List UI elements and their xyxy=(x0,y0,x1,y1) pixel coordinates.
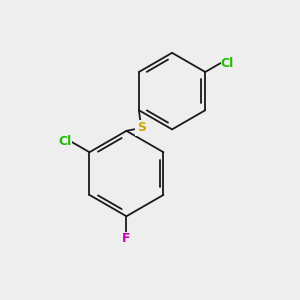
Text: Cl: Cl xyxy=(220,57,234,70)
Text: Cl: Cl xyxy=(58,135,72,148)
Text: S: S xyxy=(137,122,146,134)
Text: F: F xyxy=(122,232,131,245)
